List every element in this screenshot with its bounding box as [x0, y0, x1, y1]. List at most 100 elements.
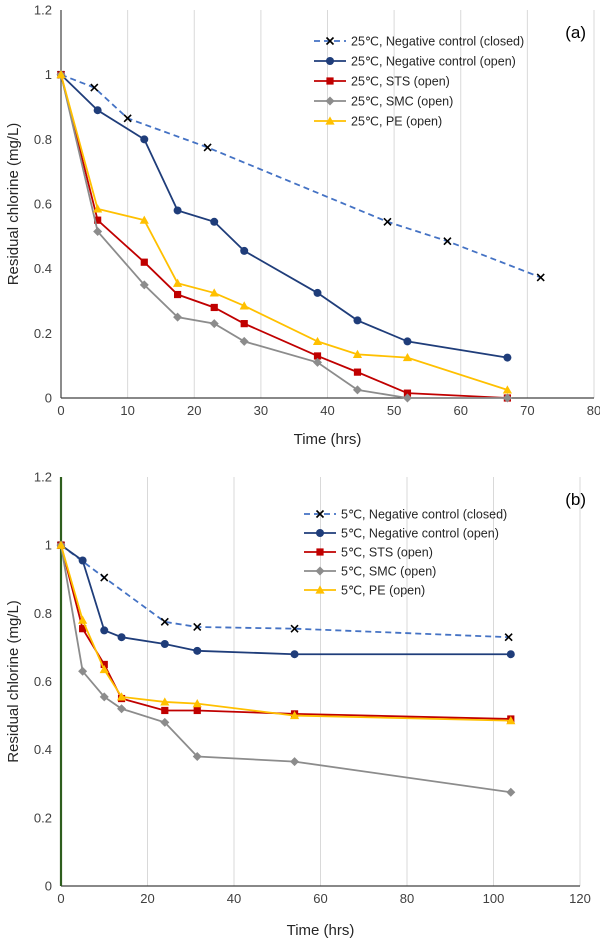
data-point [192, 751, 202, 761]
data-point [193, 646, 202, 655]
data-point [239, 301, 249, 310]
series-line [60, 73, 542, 279]
legend-marker [325, 96, 335, 106]
series-line [60, 74, 508, 391]
data-point [352, 385, 362, 395]
series-3 [56, 540, 516, 797]
series-line [60, 545, 511, 794]
y-tick-label: 0.4 [34, 261, 52, 276]
data-point [402, 393, 412, 403]
data-point [210, 303, 218, 312]
legend-label: 25℃, Negative control (closed) [351, 35, 524, 49]
legend-marker [325, 36, 335, 46]
series-line [60, 544, 511, 656]
series-2 [57, 541, 515, 723]
data-point [402, 352, 413, 362]
x-tick-label: 100 [483, 891, 505, 906]
data-point [506, 716, 516, 725]
y-tick-label: 0 [45, 879, 52, 894]
legend-marker [325, 116, 335, 125]
data-point [403, 337, 412, 346]
legend-marker [316, 548, 324, 556]
y-tick-label: 0.4 [34, 742, 52, 757]
data-point [289, 710, 300, 720]
legend-label: 25℃, STS (open) [351, 75, 450, 89]
data-point [502, 393, 512, 403]
legend-marker [326, 77, 334, 85]
panel-label: (b) [565, 490, 586, 509]
data-point [312, 336, 323, 346]
series-line [60, 74, 508, 399]
series-line [60, 544, 509, 639]
data-point [94, 216, 102, 224]
x-tick-label: 80 [587, 403, 600, 418]
legend-marker [316, 529, 324, 537]
data-point [503, 353, 512, 362]
series-line [60, 544, 511, 722]
data-point [160, 617, 169, 626]
legend-label: 5℃, Negative control (closed) [341, 508, 507, 522]
series-line [60, 544, 511, 720]
series-4 [56, 540, 516, 725]
data-point [100, 660, 108, 669]
y-tick-label: 1 [45, 538, 52, 553]
data-point [78, 615, 88, 624]
y-tick-label: 0.6 [34, 197, 52, 212]
legend-marker [315, 509, 325, 519]
x-tick-label: 50 [387, 403, 401, 418]
x-tick-label: 40 [227, 891, 241, 906]
legend-label: 5℃, PE (open) [341, 584, 425, 598]
data-point [78, 666, 88, 676]
data-point [100, 626, 109, 635]
legend: 5℃, Negative control (closed) 5℃, Negativ… [304, 508, 507, 598]
data-point [173, 312, 183, 322]
x-tick-label: 0 [57, 891, 64, 906]
data-point [403, 389, 412, 397]
data-point [290, 757, 300, 767]
data-point [93, 106, 102, 115]
data-point [160, 717, 170, 727]
data-point [123, 114, 132, 123]
data-point [160, 697, 170, 706]
x-tick-label: 60 [454, 403, 468, 418]
legend-marker [315, 566, 325, 576]
y-tick-label: 0.6 [34, 674, 52, 689]
data-point [192, 699, 202, 708]
data-point [193, 622, 202, 632]
x-tick-label: 70 [520, 403, 534, 418]
chart-0: 0 10 20 30 40 50 60 70 80 0 0.2 0.4 0.6 0.8 1 1.2 Time (… [5, 3, 600, 449]
data-point [116, 692, 127, 701]
data-point [90, 83, 99, 92]
y-tick-label: 0 [45, 391, 52, 406]
series-0 [56, 541, 513, 642]
data-point [353, 368, 362, 376]
data-point [139, 280, 149, 290]
y-tick-label: 0.2 [34, 326, 52, 341]
data-point [56, 70, 66, 79]
legend-label: 5℃, STS (open) [341, 546, 433, 560]
data-point [161, 706, 169, 715]
data-point [99, 692, 109, 702]
data-point [353, 316, 362, 325]
data-point [193, 706, 201, 715]
y-tick-label: 0.8 [34, 606, 52, 621]
data-point [504, 633, 513, 642]
data-point [173, 290, 182, 299]
y-tick-label: 0.2 [34, 810, 52, 825]
data-point [100, 573, 109, 582]
legend-marker [326, 57, 334, 65]
data-point [506, 787, 516, 797]
series-3 [56, 70, 512, 403]
series-line [60, 74, 508, 359]
x-tick-label: 30 [254, 403, 268, 418]
x-tick-label: 0 [57, 403, 64, 418]
y-tick-label: 1.2 [34, 3, 52, 18]
x-tick-label: 10 [120, 403, 134, 418]
legend-marker [315, 585, 325, 594]
series-4 [56, 70, 512, 394]
y-axis-title: Residual chlorine (mg/L) [5, 123, 22, 286]
y-tick-label: 1 [45, 67, 52, 82]
y-tick-label: 0.8 [34, 132, 52, 147]
data-point [352, 349, 363, 358]
data-point [240, 246, 249, 255]
